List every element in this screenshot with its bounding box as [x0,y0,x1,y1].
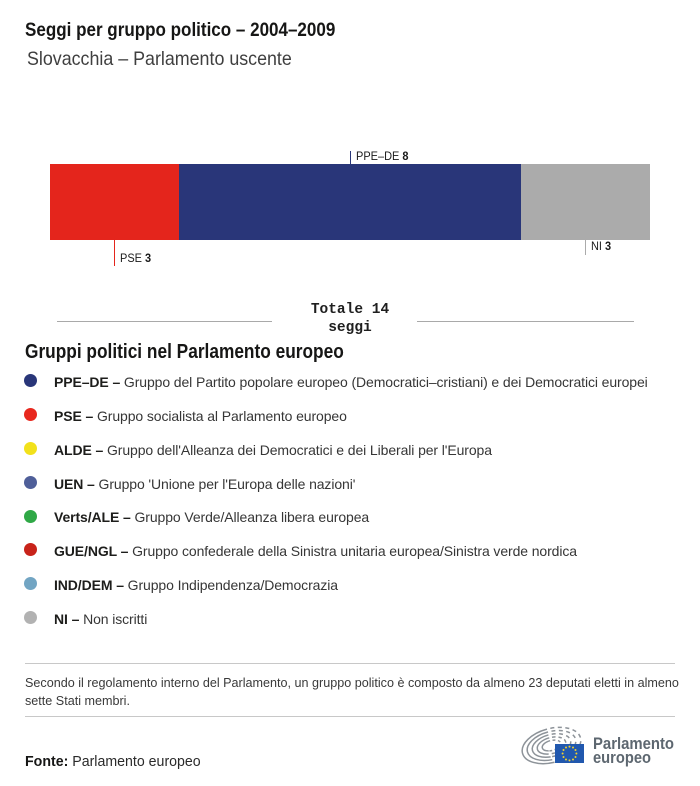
svg-text:europeo: europeo [593,748,651,767]
svg-text:Parlamento: Parlamento [593,734,674,753]
